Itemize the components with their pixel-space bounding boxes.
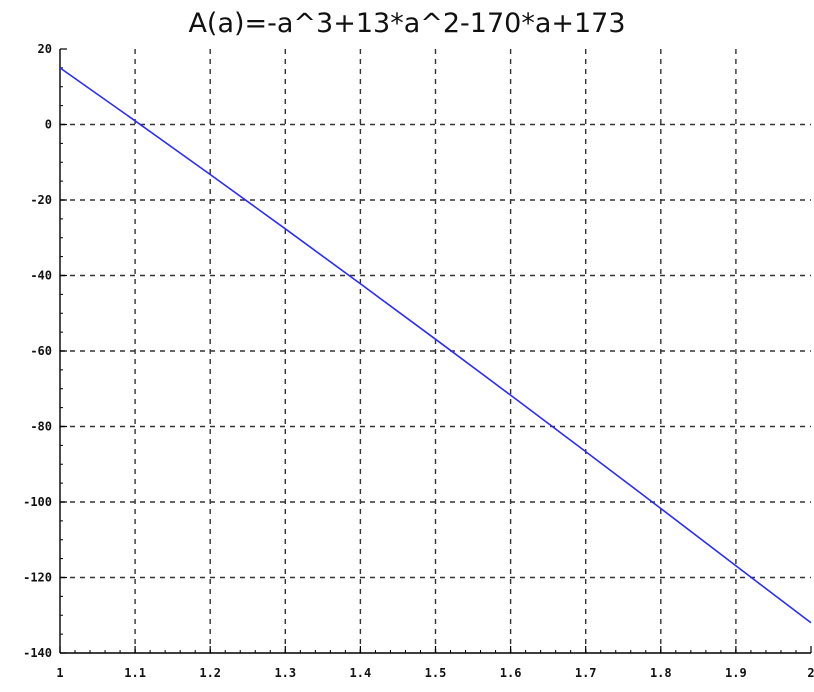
x-tick-label: 1.5 [425,666,447,680]
series-line [59,67,812,624]
y-tick-label: -20 [30,193,52,207]
y-tick-label: 20 [38,42,52,56]
x-tick-label: 2 [807,666,814,680]
x-tick-label: 1 [56,666,63,680]
x-tick-label: 1.2 [199,666,221,680]
chart-title: A(a)=-a^3+13*a^2-170*a+173 [188,8,626,39]
y-tick-label: 0 [45,118,52,132]
y-tick-label: -80 [30,420,52,434]
axes [59,48,812,654]
y-tick-label: -100 [23,495,52,509]
y-tick-label: -60 [30,344,52,358]
series-layer [59,67,812,624]
x-tick-label: 1.3 [274,666,296,680]
x-tick-label: 1.8 [650,666,672,680]
x-tick-label: 1.6 [500,666,522,680]
x-tick-label: 1.7 [575,666,597,680]
tick-labels: 1 1.1 1.2 1.3 1.4 1.5 1.6 1.7 1.8 1.9 2 20 0 -20 -40 -6… [23,42,814,680]
y-tick-label: -140 [23,646,52,660]
y-tick-label: -120 [23,571,52,585]
grid [60,49,811,653]
x-tick-label: 1.1 [124,666,146,680]
x-tick-label: 1.9 [725,666,747,680]
x-tick-label: 1.4 [350,666,372,680]
y-tick-label: -40 [30,269,52,283]
